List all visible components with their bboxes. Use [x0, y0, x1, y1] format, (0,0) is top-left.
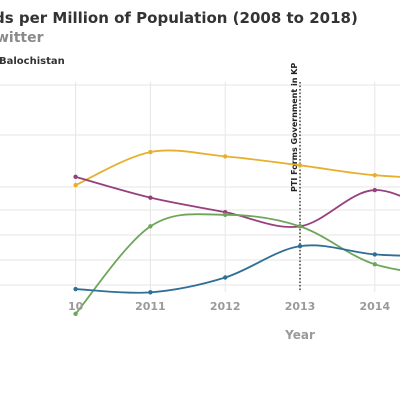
series-3-point-2 [223, 275, 228, 280]
series-1-point-4 [372, 187, 377, 193]
series-lines [74, 149, 400, 315]
series-line-1 [75, 175, 400, 228]
series-2-point-1 [148, 224, 153, 229]
gridlines [0, 82, 400, 292]
series-2-point-3 [297, 224, 303, 229]
series-0-point-2 [223, 154, 228, 159]
x-tick-label: 2014 [359, 300, 390, 313]
series-line-2 [74, 213, 400, 315]
x-axis-label: Year [284, 328, 315, 342]
annotation-label: PTI Forms Government in KP [290, 63, 299, 192]
series-points [73, 149, 377, 316]
series-1-point-0 [73, 174, 78, 180]
series-1-point-1 [148, 195, 153, 200]
chart-title: ds per Million of Population (2008 to 20… [0, 9, 358, 27]
series-3-point-4 [372, 252, 377, 257]
series-3-point-1 [148, 290, 153, 295]
series-2-point-4 [372, 262, 377, 267]
series-3-point-3 [297, 243, 303, 249]
x-tick-labels: 1020112012201320142015 [68, 300, 391, 313]
x-tick-label: 10 [68, 300, 84, 313]
series-0-point-1 [148, 149, 153, 155]
annotation-layer: PTI Forms Government in KP [290, 63, 301, 292]
series-0-point-0 [73, 182, 78, 188]
chart-subtitle: witter [0, 30, 44, 46]
series-2-point-2 [223, 212, 228, 217]
series-line-0 [75, 149, 400, 186]
series-0-point-4 [372, 173, 377, 178]
x-tick-label: 2013 [285, 300, 316, 313]
x-tick-label: 2012 [210, 300, 241, 313]
series-0-point-3 [297, 163, 303, 168]
series-3-point-0 [73, 286, 78, 292]
series-2-point-0 [73, 311, 78, 316]
legend-label-balochistan: Balochistan [0, 56, 65, 67]
x-tick-label: 2011 [135, 300, 166, 313]
